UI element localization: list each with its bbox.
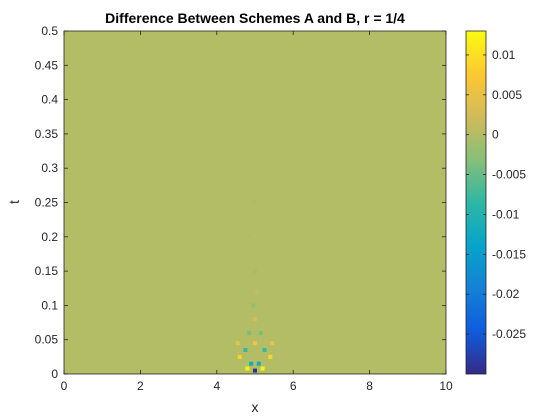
colorbar-tick-label: 0.01 [492, 48, 516, 62]
heatmap-cell [253, 317, 257, 322]
y-tick-label: 0.3 [41, 161, 58, 175]
heatmap-cell [247, 330, 252, 335]
x-tick-label: 2 [137, 379, 144, 393]
x-tick-label: 8 [366, 379, 373, 393]
heatmap-cell [262, 348, 267, 352]
colorbar-tick-label: -0.01 [492, 207, 520, 221]
heatmap-cell [268, 354, 273, 359]
heatmap-cell [237, 354, 242, 359]
heatmap-cell [253, 234, 257, 239]
plot-area [63, 30, 447, 375]
colorbar-tick-label: -0.005 [492, 168, 526, 182]
y-tick-label: 0.4 [41, 93, 58, 107]
y-axis: 0 0.05 0.1 0.15 0.2 0.25 0.3 0.35 0.4 0.45 0.5 [35, 24, 446, 381]
x-tick-label: 6 [290, 379, 297, 393]
heatmap-cell [253, 200, 257, 205]
x-axis: 0 2 4 6 8 10 [61, 31, 453, 393]
colorbar-tick-label: -0.02 [492, 287, 520, 301]
heatmap-cell [258, 330, 263, 335]
heatmap-cell [253, 341, 257, 346]
heatmap-cell [253, 269, 257, 274]
heatmap-features [235, 200, 275, 373]
y-tick-label: 0.35 [35, 127, 59, 141]
heatmap-cell [254, 289, 259, 294]
chart-title: Difference Between Schemes A and B, r = … [105, 10, 405, 26]
colorbar: 0.01 0.005 0 -0.005 -0.01 -0.015 -0.02 -0.025 [465, 30, 526, 375]
y-tick-label: 0 [51, 367, 58, 381]
heatmap-cell [256, 361, 261, 366]
y-tick-label: 0.25 [35, 196, 59, 210]
heatmap-cell [235, 341, 240, 346]
y-axis-label: t [6, 200, 22, 204]
heatmap-cell [249, 361, 254, 366]
heatmap-cell [253, 368, 257, 373]
colorbar-tick-label: -0.025 [492, 327, 526, 341]
y-tick-label: 0.5 [41, 24, 58, 38]
heatmap-cell [260, 366, 265, 371]
heatmap-cell [270, 341, 275, 346]
y-tick-label: 0.1 [41, 298, 58, 312]
colorbar-tick-label: 0 [492, 128, 499, 142]
x-tick-label: 4 [213, 379, 220, 393]
y-tick-label: 0.05 [35, 333, 59, 347]
y-tick-label: 0.2 [41, 230, 58, 244]
heatmap-cell [251, 303, 256, 308]
y-tick-label: 0.15 [35, 264, 59, 278]
colorbar-gradient [466, 31, 486, 374]
x-tick-label: 0 [61, 379, 68, 393]
colorbar-frame [465, 30, 487, 375]
x-tick-label: 10 [439, 379, 453, 393]
y-tick-label: 0.45 [35, 58, 59, 72]
heatmap-cell [245, 366, 250, 371]
x-axis-label: x [252, 399, 259, 415]
colorbar-tick-label: -0.015 [492, 247, 526, 261]
heatmap-cell [243, 348, 248, 352]
colorbar-ticks: 0.01 0.005 0 -0.005 -0.01 -0.015 -0.02 -0.025 [466, 48, 526, 341]
colorbar-tick-label: 0.005 [492, 88, 522, 102]
